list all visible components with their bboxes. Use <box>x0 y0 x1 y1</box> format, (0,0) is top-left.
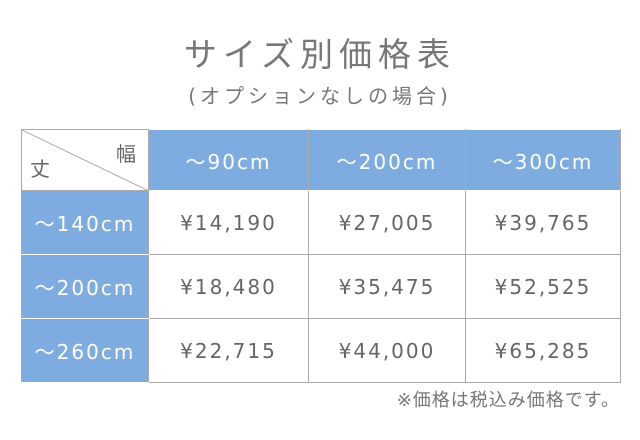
column-header: ～300cm <box>465 129 621 191</box>
price-cell: ¥44,000 <box>308 318 466 383</box>
price-cell: ¥14,190 <box>148 190 309 255</box>
page-subtitle: (オプションなしの場合) <box>188 84 452 108</box>
price-cell: ¥22,715 <box>148 318 309 383</box>
diagonal-divider <box>22 130 149 191</box>
table-row: ～140cm ¥14,190 ¥27,005 ¥39,765 <box>21 190 621 255</box>
header-row: 幅 丈 ～90cm ～200cm ～300cm <box>21 129 621 191</box>
tax-note: ※価格は税込み価格です。 <box>396 390 620 411</box>
row-header: ～260cm <box>21 318 149 383</box>
table-row: ～200cm ¥18,480 ¥35,475 ¥52,525 <box>21 254 621 319</box>
row-header: ～140cm <box>21 190 149 255</box>
price-table: 幅 丈 ～90cm ～200cm ～300cm ～140cm ¥14,190 ¥… <box>21 129 621 383</box>
price-cell: ¥35,475 <box>308 254 466 319</box>
corner-cell: 幅 丈 <box>21 129 149 191</box>
page-title: サイズ別価格表 <box>183 35 456 74</box>
height-label: 丈 <box>30 157 52 181</box>
width-label: 幅 <box>116 142 138 166</box>
price-cell: ¥18,480 <box>148 254 309 319</box>
price-cell: ¥52,525 <box>465 254 621 319</box>
column-header: ～200cm <box>308 129 466 191</box>
row-header: ～200cm <box>21 254 149 319</box>
table-row: ～260cm ¥22,715 ¥44,000 ¥65,285 <box>21 318 621 383</box>
column-header: ～90cm <box>148 129 309 191</box>
price-cell: ¥65,285 <box>465 318 621 383</box>
price-cell: ¥27,005 <box>308 190 466 255</box>
price-cell: ¥39,765 <box>465 190 621 255</box>
